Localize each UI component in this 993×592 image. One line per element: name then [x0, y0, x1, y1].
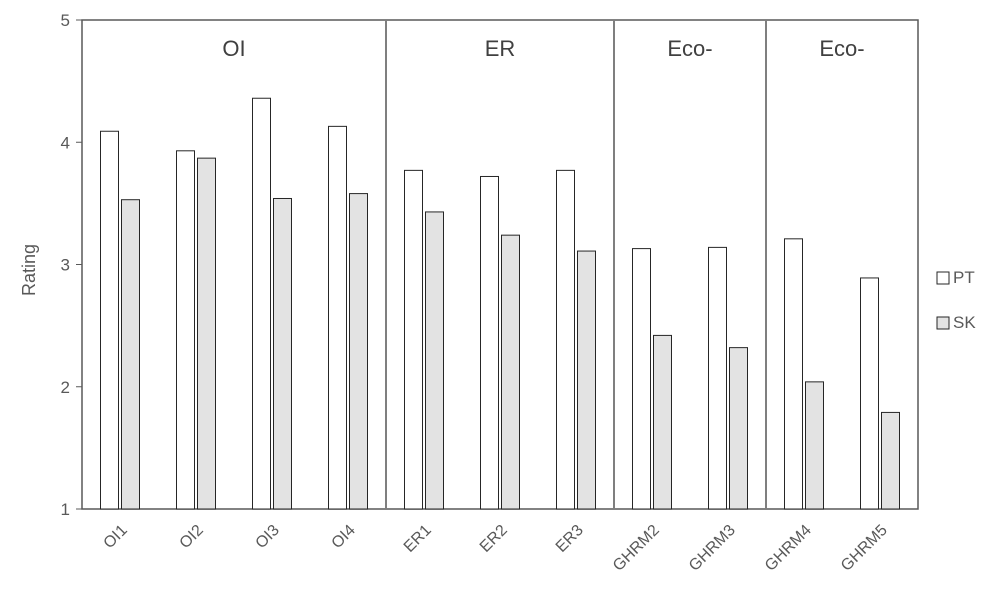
bar-sk-oi1 [121, 199, 140, 510]
group-dividers [385, 20, 767, 509]
y-tick-label: 4 [61, 133, 70, 152]
x-tick-label: ER3 [553, 522, 587, 556]
bar-sk-oi4 [349, 193, 368, 510]
bar-pt-ghrm5 [860, 277, 879, 510]
bar-sk-er1 [425, 211, 444, 510]
bar-sk-ghrm2 [653, 334, 672, 510]
bar-sk-ghrm3 [729, 347, 748, 510]
x-tick-label: GHRM5 [838, 522, 891, 575]
bar-pt-oi4 [328, 125, 347, 510]
legend-label-pt: PT [953, 268, 975, 287]
bar-sk-er3 [577, 250, 596, 510]
bars [100, 97, 900, 510]
group-label: ER [485, 36, 516, 61]
y-axis-title: Rating [19, 244, 39, 296]
bar-pt-ghrm3 [708, 246, 727, 510]
x-tick-label: GHRM4 [762, 522, 815, 575]
bar-sk-ghrm5 [881, 411, 900, 510]
legend-label-sk: SK [953, 313, 976, 332]
y-tick-label: 2 [61, 378, 70, 397]
bar-pt-ghrm2 [632, 248, 651, 510]
x-tick-label: GHRM2 [610, 522, 663, 575]
bar-pt-er1 [404, 169, 423, 510]
bar-sk-oi2 [197, 157, 216, 510]
bar-sk-ghrm4 [805, 381, 824, 510]
bar-pt-er2 [480, 175, 499, 510]
bar-pt-oi1 [100, 130, 119, 510]
x-tick-label: OI4 [329, 522, 359, 552]
x-tick-label: ER1 [401, 522, 435, 556]
group-labels: OI ER Eco- Eco- [222, 36, 864, 61]
x-tick-label: GHRM3 [686, 522, 739, 575]
x-tick-label: OI3 [253, 522, 283, 552]
bar-pt-oi3 [252, 97, 271, 510]
bar-sk-er2 [501, 234, 520, 510]
y-tick-label: 1 [61, 500, 70, 519]
y-tick-label: 3 [61, 256, 70, 275]
bar-sk-oi3 [273, 197, 292, 510]
group-label: Eco- [667, 36, 712, 61]
legend-swatch-sk [936, 316, 950, 330]
x-axis: OI1 OI2 OI3 OI4 ER1 ER2 ER3 GHRM2 GHRM3 GHRM4 GHRM… [101, 522, 891, 575]
legend: PT SK [936, 268, 976, 332]
bar-pt-oi2 [176, 150, 195, 510]
x-tick-label: ER2 [477, 522, 511, 556]
y-axis: 1 2 3 4 5 [61, 11, 82, 519]
bar-pt-er3 [556, 169, 575, 510]
x-tick-label: OI2 [177, 522, 207, 552]
legend-swatch-pt [936, 271, 950, 285]
bar-pt-ghrm4 [784, 238, 803, 510]
y-tick-label: 5 [61, 11, 70, 30]
x-tick-label: OI1 [101, 522, 131, 552]
group-label: Eco- [819, 36, 864, 61]
group-label: OI [222, 36, 245, 61]
